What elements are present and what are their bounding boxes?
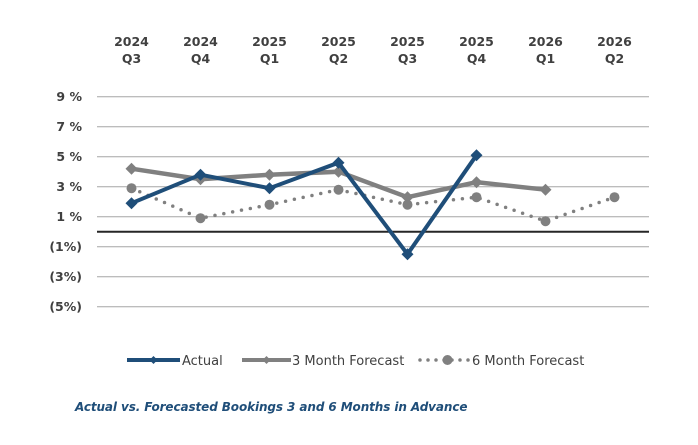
legend-label: Actual	[182, 354, 223, 369]
legend-item-3-month-forecast: 3 Month Forecast	[242, 354, 404, 369]
y-tick-label: (3%)	[49, 269, 82, 284]
data-point	[195, 213, 206, 224]
x-tick-label-quarter: Q2	[605, 51, 624, 66]
data-point	[333, 184, 344, 195]
data-point	[402, 199, 413, 210]
series-3-month-forecast	[125, 162, 552, 204]
data-point	[263, 168, 276, 181]
data-point	[332, 156, 345, 169]
x-tick-label-quarter: Q4	[191, 51, 211, 66]
y-tick-label: 7 %	[56, 119, 82, 134]
x-tick-label-quarter: Q2	[329, 51, 348, 66]
y-axis-labels: 9 % 7 % 5 % 3 % 1 % (1%) (3%) (5%)	[49, 89, 82, 314]
data-point	[609, 192, 620, 203]
data-point	[540, 216, 551, 227]
legend-item-actual: Actual	[127, 354, 223, 369]
data-point	[471, 192, 482, 203]
x-tick-label-quarter: Q3	[398, 51, 417, 66]
x-tick-label-quarter: Q1	[260, 51, 279, 66]
x-tick-label-quarter: Q1	[536, 51, 555, 66]
y-tick-label: 5 %	[56, 149, 82, 164]
data-point	[470, 176, 483, 189]
data-point	[126, 183, 137, 194]
y-tick-label: (5%)	[49, 299, 82, 314]
x-tick-label-quarter: Q3	[122, 51, 141, 66]
x-tick-label-year: 2024	[183, 34, 218, 49]
data-point	[470, 149, 483, 162]
series-line	[129, 186, 617, 224]
y-tick-label: 9 %	[56, 89, 82, 104]
data-point	[125, 162, 138, 175]
data-point	[264, 199, 275, 210]
legend-swatch-marker	[442, 355, 453, 365]
x-axis-labels: 2024 Q3 2024 Q4 2025 Q1 2025 Q2 2025 Q3 2025 Q4 2026…	[114, 34, 632, 66]
data-point	[263, 182, 276, 195]
data-point	[194, 168, 207, 181]
y-tick-label: 1 %	[56, 209, 82, 224]
legend-swatch-marker	[149, 356, 158, 364]
x-tick-label-year: 2026	[597, 34, 632, 49]
legend: Actual 3 Month Forecast 6 Month Forecast	[127, 354, 584, 369]
chart-caption: Actual vs. Forecasted Bookings 3 and 6 M…	[75, 400, 468, 414]
legend-label: 6 Month Forecast	[472, 354, 584, 369]
data-point	[125, 197, 138, 210]
legend-label: 3 Month Forecast	[292, 354, 404, 369]
series	[125, 149, 620, 261]
y-tick-label: 3 %	[56, 179, 82, 194]
series-6-month-forecast	[126, 183, 620, 227]
legend-swatch-marker	[262, 356, 271, 364]
y-tick-label: (1%)	[49, 239, 82, 254]
x-tick-label-year: 2025	[459, 34, 494, 49]
gridlines	[97, 96, 649, 308]
legend-item-6-month-forecast: 6 Month Forecast	[418, 354, 584, 369]
series-line	[130, 154, 479, 258]
data-point	[539, 183, 552, 196]
x-tick-label-quarter: Q4	[467, 51, 487, 66]
x-tick-label-year: 2024	[114, 34, 149, 49]
data-point	[401, 248, 414, 261]
x-tick-label-year: 2025	[321, 34, 356, 49]
data-point	[401, 191, 414, 204]
x-tick-label-year: 2026	[528, 34, 563, 49]
x-tick-label-year: 2025	[390, 34, 425, 49]
x-tick-label-year: 2025	[252, 34, 287, 49]
series-actual	[125, 149, 483, 261]
